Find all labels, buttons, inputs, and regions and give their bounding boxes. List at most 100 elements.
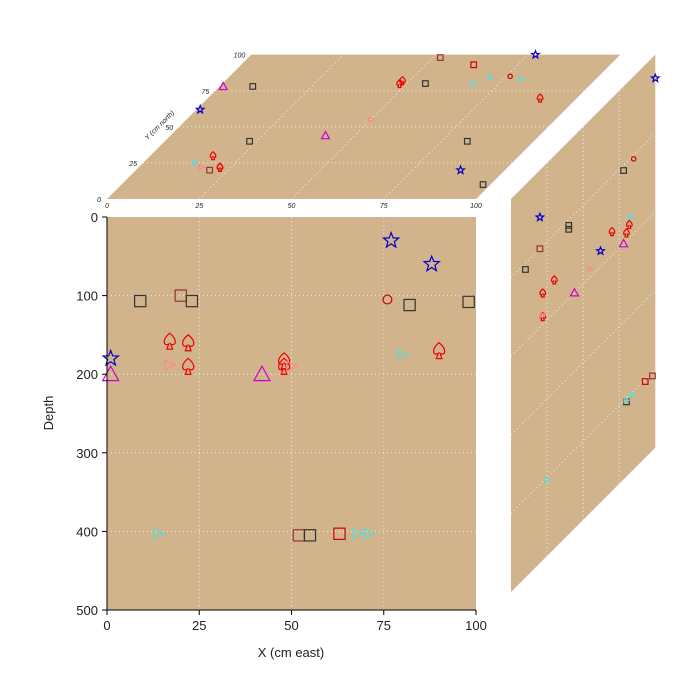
data-point-side-spade: [608, 226, 616, 237]
data-point-front-square: [403, 298, 416, 312]
data-point-side-square: [649, 372, 656, 380]
data-point-side-star: [595, 245, 606, 256]
data-point-side-square: [641, 378, 649, 385]
data-point-side-triangle: [618, 238, 629, 248]
data-point-top-square: [249, 83, 257, 90]
data-point-top-square: [463, 137, 471, 145]
data-point-front-triangle-right: [396, 348, 410, 361]
x-tick-label: 25: [192, 618, 206, 633]
data-point-side-square: [522, 266, 529, 273]
data-point-top-square: [422, 80, 429, 87]
x-tick-label: 0: [103, 618, 110, 633]
data-point-front-triangle-right: [286, 360, 299, 373]
data-point-side-triangle: [569, 287, 580, 297]
data-point-top-triangle-right: [191, 159, 199, 167]
data-point-side-triangle-right: [623, 396, 631, 404]
data-point-top-square: [470, 61, 478, 69]
data-point-top-triangle-right: [367, 116, 376, 123]
data-point-top-square: [206, 166, 214, 174]
data-point-top-triangle-right: [470, 80, 478, 87]
top-y-tick-label: 25: [128, 161, 137, 168]
data-point-front-spade: [182, 333, 195, 352]
top-y-tick-label: 0: [97, 197, 101, 204]
data-point-top-triangle-right: [518, 75, 527, 83]
top-x-tick-label: 25: [194, 203, 203, 210]
data-point-front-spade: [277, 352, 291, 370]
data-point-front-spade: [182, 357, 195, 375]
top-y-tick-label: 75: [201, 89, 209, 96]
top-y-tick-label: 50: [165, 125, 173, 132]
data-point-side-square: [565, 225, 573, 233]
data-point-front-circle: [382, 294, 393, 305]
y-tick-label: 500: [76, 603, 98, 618]
side-face: [510, 54, 656, 593]
data-point-top-triangle: [218, 81, 229, 91]
data-point-top-circle: [507, 73, 513, 80]
data-point-top-spade: [216, 162, 224, 172]
data-point-side-spade: [623, 228, 630, 238]
data-point-front-square: [303, 529, 317, 542]
data-point-top-star: [529, 48, 541, 60]
data-point-side-star: [534, 211, 546, 222]
x-tick-label: 75: [377, 618, 391, 633]
data-point-side-spade: [625, 219, 633, 230]
data-point-front-square: [462, 295, 475, 309]
data-point-top-triangle-right: [487, 74, 495, 82]
data-point-front-spade: [163, 332, 176, 350]
data-point-side-circle: [630, 156, 637, 162]
data-point-front-square: [134, 294, 147, 308]
data-point-top-triangle: [320, 130, 331, 140]
data-point-front-triangle: [252, 364, 271, 382]
side-face-points: [522, 72, 661, 484]
data-point-front-triangle-right: [352, 528, 365, 540]
y-tick-label: 200: [76, 367, 98, 382]
top-x-tick-label: 50: [288, 203, 296, 210]
data-point-top-spade: [536, 93, 544, 103]
top-face: [107, 54, 621, 200]
data-point-front-spade: [432, 341, 446, 360]
y-tick-label: 100: [76, 289, 98, 304]
data-point-front-spade: [277, 357, 291, 375]
data-point-front-square: [185, 294, 199, 308]
data-point-front-triangle-right: [153, 528, 166, 540]
data-point-side-spade: [539, 288, 547, 298]
data-point-front-triangle-right: [164, 359, 177, 371]
top-y-tick-label: 100: [234, 53, 246, 60]
data-point-top-spade: [209, 150, 217, 161]
x-tick-label: 50: [284, 618, 298, 633]
y-tick-label: 0: [91, 210, 98, 225]
data-point-top-square: [246, 137, 253, 145]
front-face: [107, 217, 476, 610]
data-point-side-square: [565, 221, 573, 229]
data-point-top-square: [436, 54, 444, 61]
data-point-side-spade: [550, 275, 558, 285]
top-x-tick-label: 100: [470, 203, 482, 210]
data-point-side-square: [536, 245, 544, 253]
top-x-tick-label: 75: [380, 203, 388, 210]
data-point-top-star: [455, 164, 467, 175]
data-point-side-star: [649, 72, 661, 83]
data-point-front-square: [333, 527, 346, 540]
top-x-tick-label: 0: [105, 203, 109, 210]
y-tick-label: 300: [76, 446, 98, 461]
x-tick-label: 100: [465, 618, 487, 633]
data-point-front-triangle-right: [363, 528, 377, 540]
data-point-side-triangle-right: [544, 476, 552, 484]
data-point-side-triangle-right: [539, 311, 547, 319]
x-axis-title: X (cm east): [258, 645, 324, 660]
data-point-front-star: [101, 348, 120, 367]
data-point-top-star: [194, 103, 206, 115]
data-point-side-triangle-right: [627, 213, 636, 221]
data-point-side-square: [620, 167, 627, 174]
data-point-front-star: [422, 254, 441, 272]
data-point-side-triangle-right: [629, 391, 637, 398]
data-point-top-square: [479, 181, 487, 188]
data-point-top-spade: [396, 78, 403, 89]
data-point-side-triangle-right: [587, 265, 595, 273]
top-face-points: [191, 48, 544, 188]
y-axis-title: Depth: [41, 396, 56, 431]
data-point-top-triangle-right: [198, 163, 206, 171]
y-tick-label: 400: [76, 524, 98, 539]
front-face-points: [101, 230, 475, 542]
